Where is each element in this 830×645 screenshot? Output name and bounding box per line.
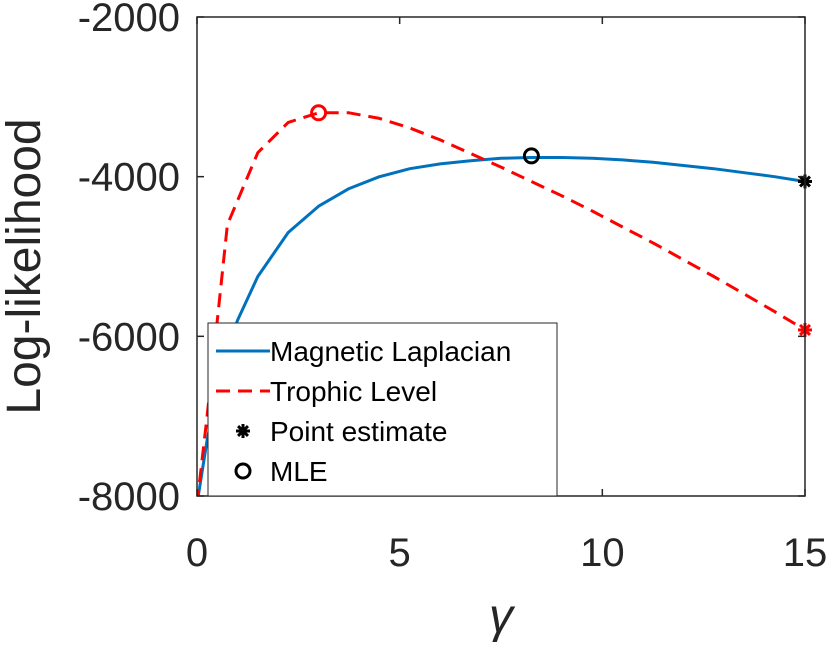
legend-entry-1: Magnetic Laplacian bbox=[216, 336, 511, 367]
tick-layer: 0 5 10 15 -8000 -6000 -4000 -2000 bbox=[78, 0, 828, 575]
marker-layer bbox=[310, 104, 812, 337]
y-tick-label: -8000 bbox=[78, 475, 180, 519]
x-axis-title: γ bbox=[489, 590, 516, 643]
legend-label: Trophic Level bbox=[270, 376, 437, 407]
legend-swatch bbox=[236, 424, 250, 438]
x-tick-label: 5 bbox=[389, 531, 411, 575]
mle-marker-2 bbox=[310, 104, 328, 122]
legend-entry-3: Point estimate bbox=[236, 416, 447, 447]
legend-label: MLE bbox=[270, 456, 328, 487]
y-tick-label: -4000 bbox=[78, 156, 180, 200]
y-tick-label: -6000 bbox=[78, 315, 180, 359]
legend: Magnetic Laplacian Trophic Level Point est… bbox=[207, 322, 558, 497]
mle-marker-1 bbox=[522, 147, 540, 165]
legend-entry-4: MLE bbox=[234, 456, 328, 487]
legend-label: Magnetic Laplacian bbox=[270, 336, 511, 367]
legend-entry-2: Trophic Level bbox=[216, 376, 437, 407]
x-tick-label: 15 bbox=[783, 531, 828, 575]
x-tick-label: 0 bbox=[186, 531, 208, 575]
y-axis-title: Log-likelihood bbox=[0, 118, 51, 414]
series-line-2 bbox=[197, 111, 805, 496]
y-tick-label: -2000 bbox=[78, 0, 180, 40]
legend-label: Point estimate bbox=[270, 416, 447, 447]
x-tick-label: 10 bbox=[580, 531, 625, 575]
legend-entries: Magnetic Laplacian Trophic Level Point est… bbox=[216, 336, 511, 487]
legend-swatch bbox=[234, 462, 252, 480]
